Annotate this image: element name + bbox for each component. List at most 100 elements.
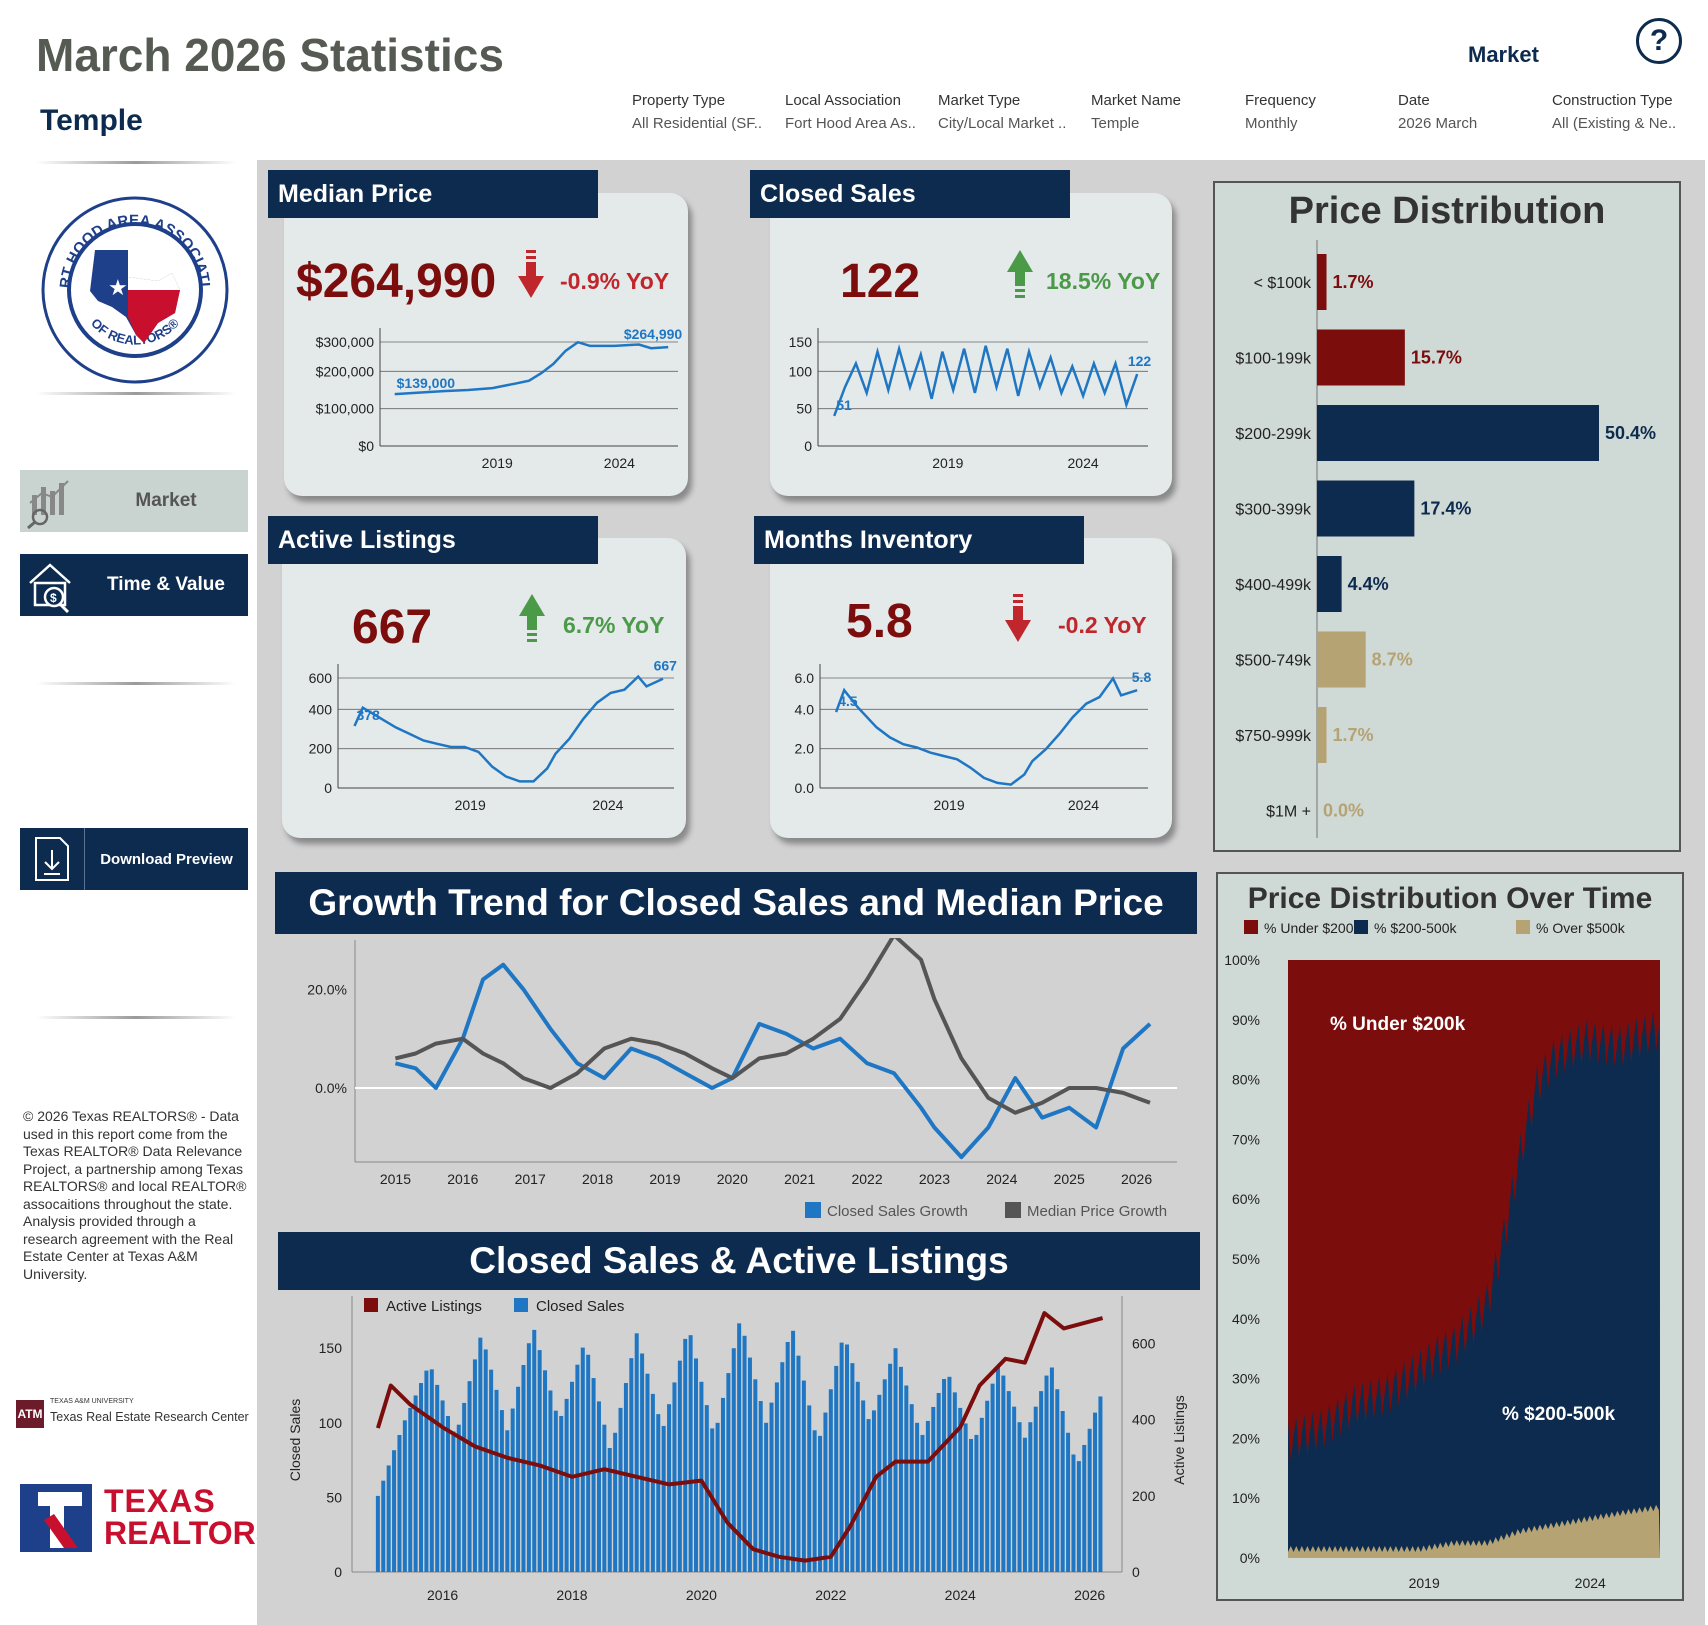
bar <box>1060 1411 1065 1572</box>
download-icon <box>20 828 85 890</box>
price-distribution-title: Price Distribution <box>1288 190 1606 232</box>
filter-market-type[interactable]: Market Type City/Local Market .. <box>938 92 1088 132</box>
bar <box>564 1398 569 1572</box>
nav-label: Market <box>135 490 197 511</box>
bar <box>974 1434 979 1572</box>
bar <box>839 1342 844 1572</box>
filter-value[interactable]: All (Existing & Ne.. <box>1552 115 1677 132</box>
bar <box>1006 1391 1011 1572</box>
x-tick-label: 2026 <box>1121 1171 1152 1187</box>
bar <box>812 1430 817 1572</box>
x-tick-label: 2022 <box>815 1587 846 1603</box>
bar <box>445 1415 450 1572</box>
x-tick-label: 2016 <box>427 1587 458 1603</box>
bar <box>834 1365 839 1572</box>
y-tick-label: 0% <box>1240 1550 1260 1566</box>
bar <box>785 1342 790 1572</box>
end-value-label: 5.8 <box>1132 669 1152 685</box>
bar <box>861 1400 866 1572</box>
x-tick-label: 2019 <box>455 797 486 813</box>
y-tick-label: 150 <box>319 1340 343 1356</box>
closed-sales-yoy: 18.5% YoY <box>1046 268 1161 294</box>
legend-swatch <box>514 1298 528 1312</box>
bar <box>402 1420 407 1572</box>
bar <box>613 1432 618 1572</box>
legend-label: Median Price Growth <box>1027 1203 1167 1220</box>
x-tick-label: 2020 <box>717 1171 748 1187</box>
bar <box>472 1359 477 1572</box>
filter-date[interactable]: Date 2026 March <box>1398 92 1548 132</box>
bar <box>672 1382 677 1572</box>
filter-frequency[interactable]: Frequency Monthly <box>1245 92 1395 132</box>
nav-market-button[interactable]: Market <box>20 470 248 532</box>
legend-label: Closed Sales <box>536 1298 624 1315</box>
x-tick-label: 2024 <box>1068 455 1099 471</box>
legend-label: % Over $500k <box>1536 920 1626 936</box>
active-listings-value: 667 <box>352 601 433 654</box>
bar <box>742 1335 747 1572</box>
bar <box>1317 405 1599 461</box>
research-center-logo: ATM TEXAS A&M UNIVERSITY Texas Real Esta… <box>16 1398 256 1434</box>
filter-value[interactable]: City/Local Market .. <box>938 115 1067 132</box>
bar <box>715 1422 720 1572</box>
y-tick-label: 400 <box>309 701 333 717</box>
closed-active-title: Closed Sales & Active Listings <box>278 1232 1200 1290</box>
filter-value[interactable]: All Residential (SF.. <box>632 115 763 132</box>
location-name: Temple <box>40 104 143 137</box>
bar <box>753 1379 758 1572</box>
bar <box>769 1402 774 1572</box>
legend-label: Closed Sales Growth <box>827 1203 968 1220</box>
months-inventory-value: 5.8 <box>846 595 913 648</box>
y-tick-label: 0 <box>334 1564 342 1580</box>
y-tick-label: 30% <box>1232 1371 1260 1387</box>
value-label: 15.7% <box>1411 348 1462 368</box>
nav-time-value-button[interactable]: $ Time & Value <box>20 554 248 616</box>
filter-value[interactable]: Temple <box>1091 115 1140 132</box>
download-preview-button[interactable]: Download Preview <box>20 828 248 890</box>
x-tick-label: 2018 <box>582 1171 613 1187</box>
bar <box>720 1397 725 1572</box>
x-tick-label: 2015 <box>380 1171 411 1187</box>
y-tick-label: 4.0 <box>795 701 815 717</box>
y-tick-label: 150 <box>789 334 813 350</box>
bar <box>904 1385 909 1572</box>
series-line <box>833 343 1139 417</box>
bar <box>1001 1375 1006 1572</box>
x-tick-label: 2019 <box>1409 1575 1440 1591</box>
x-tick-label: 2019 <box>482 455 513 471</box>
bar <box>596 1401 601 1572</box>
bar <box>618 1407 623 1572</box>
divider <box>36 1016 236 1019</box>
x-tick-label: 2026 <box>1074 1587 1105 1603</box>
filter-construction-type[interactable]: Construction Type All (Existing & Ne.. <box>1552 92 1702 132</box>
bar <box>1012 1406 1017 1572</box>
filter-local-association[interactable]: Local Association Fort Hood Area As.. <box>785 92 935 132</box>
help-icon[interactable]: ? <box>1636 18 1682 64</box>
filter-value[interactable]: 2026 March <box>1398 115 1478 132</box>
download-label: Download Preview <box>100 850 233 868</box>
filter-value[interactable]: Monthly <box>1245 115 1298 132</box>
filter-market-name[interactable]: Market Name Temple <box>1091 92 1241 132</box>
start-value-label: 51 <box>836 397 852 413</box>
start-value-label: $139,000 <box>397 375 456 391</box>
bar <box>677 1360 682 1572</box>
bar <box>602 1424 607 1572</box>
y-tick-label: 0 <box>804 438 812 454</box>
y-tick-label: $0 <box>358 438 374 454</box>
legend-label: % $200-500k <box>1374 920 1458 936</box>
active-listings-yoy: 6.7% YoY <box>563 612 665 638</box>
filter-property-type[interactable]: Property Type All Residential (SF.. <box>632 92 782 132</box>
bar <box>650 1393 655 1572</box>
bar <box>882 1379 887 1572</box>
series-line <box>394 962 1152 1160</box>
bar <box>580 1347 585 1572</box>
bar <box>1317 556 1342 612</box>
value-label: 50.4% <box>1605 423 1656 443</box>
median-price-sparkline: $300,000 $200,000 $100,000 $0 2019 2024 $139,0… <box>316 326 683 471</box>
x-tick-label: 2016 <box>447 1171 478 1187</box>
bar <box>1017 1422 1022 1572</box>
arrow-down-icon <box>1005 594 1031 642</box>
filter-value[interactable]: Fort Hood Area As.. <box>785 115 916 132</box>
bar <box>656 1414 661 1572</box>
bar <box>532 1329 537 1572</box>
